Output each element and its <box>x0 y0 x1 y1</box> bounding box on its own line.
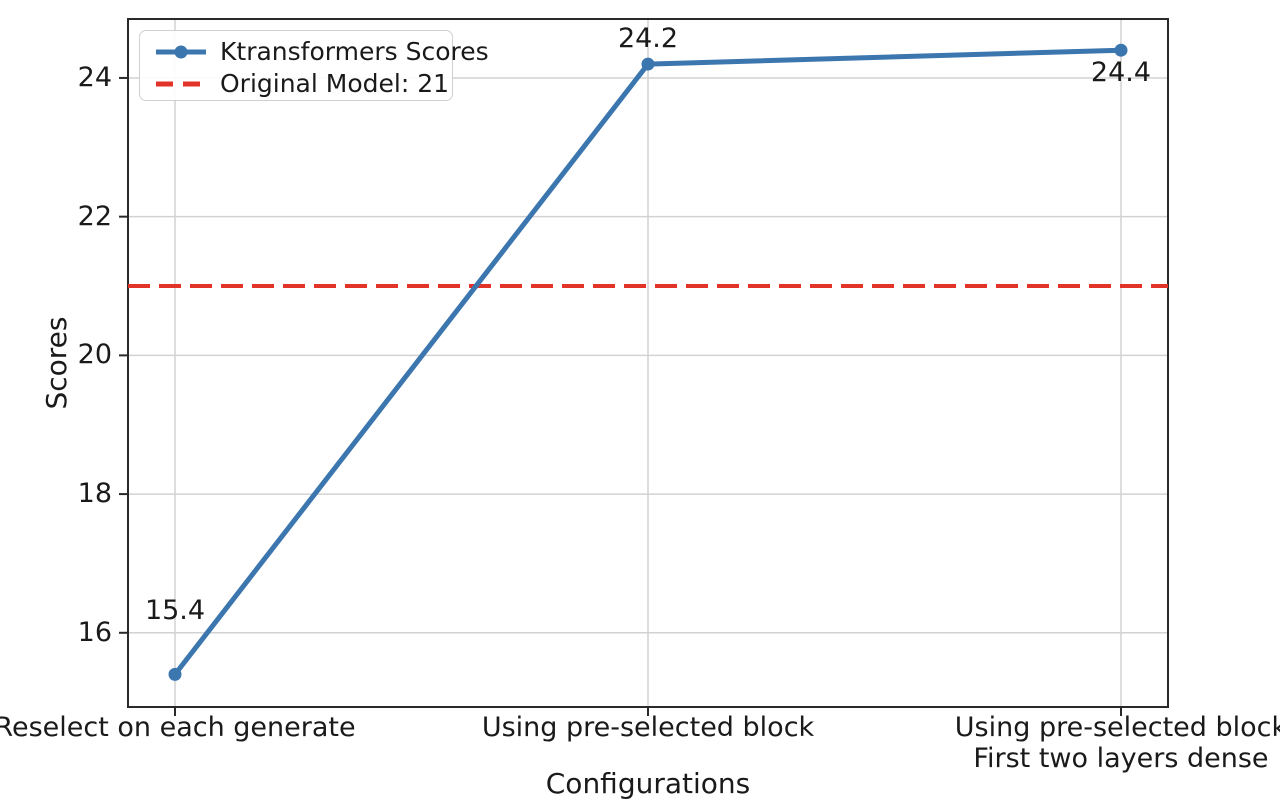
dashed-line-swatch-icon <box>156 81 206 87</box>
data-point-marker <box>1114 43 1128 57</box>
y-tick-label: 24 <box>77 61 112 93</box>
data-point-marker <box>168 667 182 681</box>
legend-entry-hline: Original Model: 21 <box>155 69 452 99</box>
x-tick-label: Reselect on each generate <box>0 712 356 743</box>
x-axis-label: Configurations <box>545 767 751 800</box>
x-tick-label: Using pre-selected block <box>481 712 815 743</box>
legend-label: Original Model: 21 <box>220 68 450 98</box>
y-tick-label: 16 <box>77 616 112 648</box>
data-point-marker <box>641 57 655 71</box>
y-tick-label: 22 <box>77 200 112 232</box>
x-tick-label: Using pre-selected block First two layer… <box>954 712 1280 774</box>
legend: Ktransformers Scores Original Model: 21 <box>139 30 489 101</box>
legend-entry-series: Ktransformers Scores <box>155 37 489 67</box>
y-axis-label: Scores <box>40 316 73 410</box>
line-marker-swatch-icon <box>156 45 206 59</box>
point-value-label: 15.4 <box>144 595 206 627</box>
point-value-label: 24.4 <box>1090 57 1152 89</box>
legend-label: Ktransformers Scores <box>220 37 489 67</box>
y-tick-label: 20 <box>77 339 112 371</box>
y-tick-label: 18 <box>77 478 112 510</box>
point-value-label: 24.2 <box>617 23 679 55</box>
